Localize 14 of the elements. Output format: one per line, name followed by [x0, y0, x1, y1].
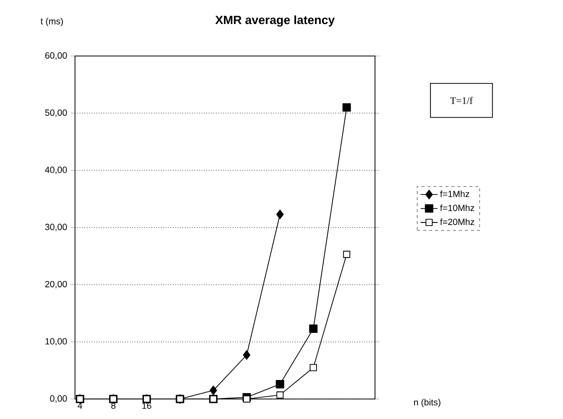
- legend-label: f=1Mhz: [440, 190, 470, 198]
- x-axis-title: n (bits): [414, 398, 440, 408]
- chart-title: XMR average latency: [215, 15, 335, 27]
- y-tick-label: 0,00: [50, 395, 67, 403]
- y-tick-label: 20,00: [45, 280, 67, 288]
- y-tick-label: 10,00: [45, 338, 67, 346]
- y-tick-label: 60,00: [45, 52, 67, 60]
- y-tick-label: 40,00: [44, 166, 67, 174]
- legend-label: f=10Mhz: [440, 204, 474, 212]
- legend-label: f=20Mhz: [440, 218, 474, 226]
- text: T=1/f: [450, 96, 473, 104]
- y-tick-label: 30,00: [45, 224, 67, 232]
- y-axis-title: t (ms): [40, 18, 63, 26]
- y-tick-label: 50,00: [45, 109, 67, 117]
